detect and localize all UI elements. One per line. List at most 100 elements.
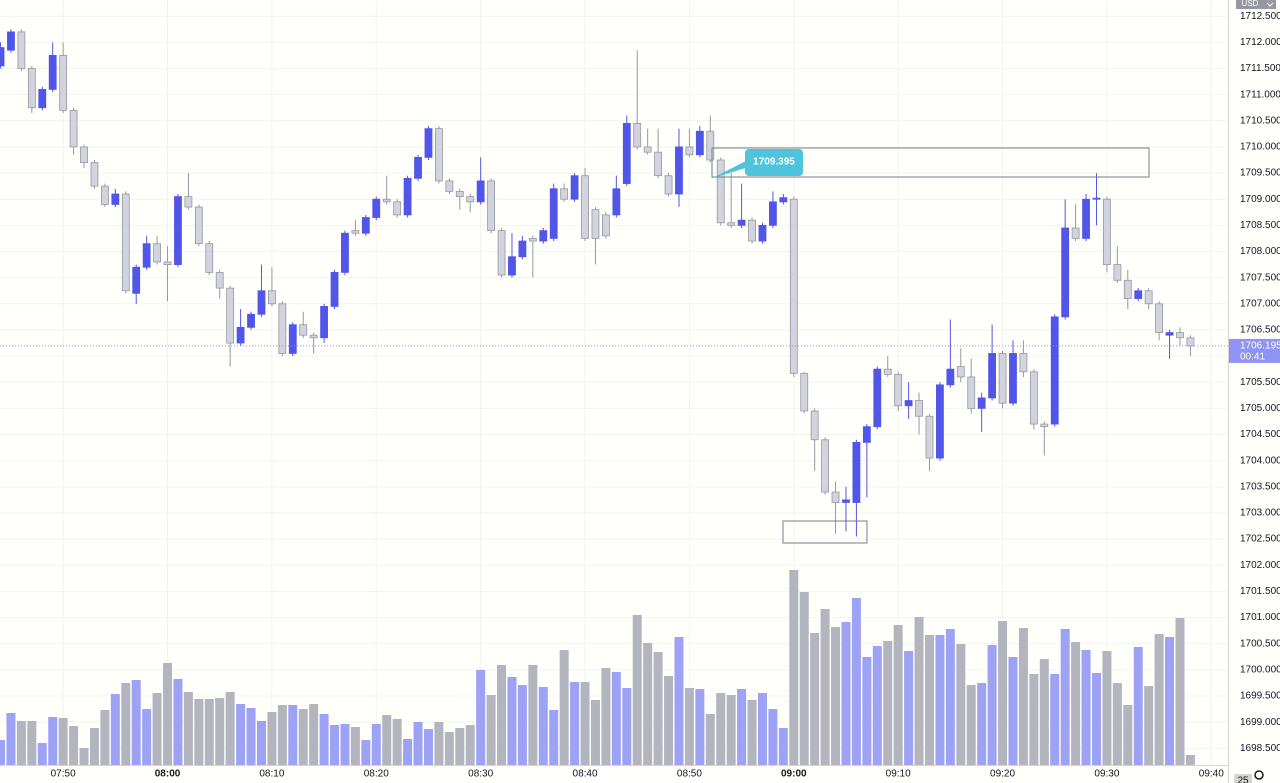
volume-bar xyxy=(1133,647,1143,765)
volume-bar xyxy=(851,598,861,765)
grid xyxy=(0,0,1228,765)
candle-body xyxy=(518,240,527,258)
candle-body xyxy=(758,224,767,242)
candle-body xyxy=(257,290,266,315)
volume-bar xyxy=(465,725,475,765)
candle-body xyxy=(1029,371,1038,425)
currency[interactable]: USD xyxy=(1242,0,1259,8)
price-axis xyxy=(1228,0,1280,783)
candle-body xyxy=(0,47,5,67)
candle-body xyxy=(873,368,882,428)
candle-body xyxy=(121,193,130,292)
y-tick-label: 1711.000 xyxy=(1240,89,1280,100)
candle-body xyxy=(59,55,68,111)
candle-body xyxy=(685,146,694,156)
candle-body xyxy=(403,177,412,216)
volume-bar xyxy=(935,635,945,765)
volume-bar xyxy=(580,682,590,765)
volume-bar xyxy=(1050,674,1060,765)
candles xyxy=(0,29,1195,537)
volume-bar xyxy=(914,617,924,765)
volume-bar xyxy=(966,685,976,765)
candle-body xyxy=(508,256,516,276)
volume-bar xyxy=(757,693,767,765)
range-box[interactable] xyxy=(711,147,1150,178)
y-tick-label: 1700.000 xyxy=(1240,664,1280,675)
x-tick-label: 09:20 xyxy=(990,769,1015,780)
candle-body xyxy=(414,156,422,179)
candle-body xyxy=(1071,227,1080,239)
candle-body xyxy=(560,188,569,200)
y-tick-label: 1709.000 xyxy=(1240,194,1280,205)
currency-badge[interactable] xyxy=(1236,0,1276,9)
volume-bar xyxy=(841,622,851,765)
candle-body xyxy=(612,188,621,216)
volume-bar xyxy=(110,694,120,765)
candle-body xyxy=(90,162,99,187)
callout-pointer xyxy=(711,158,752,179)
candle-body xyxy=(622,123,631,184)
overlay: 1709.395 xyxy=(0,149,1228,347)
volume-bar xyxy=(893,625,903,765)
candle-body xyxy=(936,384,944,459)
candle-body xyxy=(382,198,391,203)
volume-bar xyxy=(1112,683,1122,765)
volume-bar xyxy=(204,699,214,765)
candle-body xyxy=(236,326,245,344)
candle-body xyxy=(956,366,965,378)
volume-bar xyxy=(768,709,778,765)
volume-bar xyxy=(716,693,726,765)
y-tick-label: 1711.500 xyxy=(1240,63,1280,74)
candle-body xyxy=(278,303,287,354)
volume-bar xyxy=(246,708,256,765)
candle-body xyxy=(925,415,934,459)
volume-bar xyxy=(142,709,152,765)
candle-body xyxy=(675,146,683,195)
x-tick-label: 08:50 xyxy=(677,769,702,780)
volume-bar xyxy=(945,629,955,765)
y-tick-label: 1703.000 xyxy=(1240,508,1280,519)
volume-bar xyxy=(69,726,79,765)
candle-body xyxy=(1040,423,1049,428)
candle-body xyxy=(654,151,662,177)
candle-body xyxy=(424,128,433,158)
volume-bar xyxy=(215,698,225,765)
candle-body xyxy=(309,334,318,339)
candle-body xyxy=(1144,290,1153,305)
volume-bar xyxy=(455,728,465,765)
candle-body xyxy=(842,499,850,503)
volume-bar xyxy=(820,609,830,765)
candle-body xyxy=(351,230,360,234)
candle-body xyxy=(341,232,349,273)
volume-bar xyxy=(382,715,392,765)
volume-bar xyxy=(538,687,548,765)
volume-bar xyxy=(1029,674,1039,765)
volume-bar xyxy=(298,709,308,765)
candle-body xyxy=(393,201,402,216)
candle-body xyxy=(1123,279,1132,299)
candle-body xyxy=(299,324,308,336)
settings-icon[interactable] xyxy=(1254,770,1264,780)
candle-body xyxy=(706,130,715,161)
volume-bar xyxy=(267,712,277,765)
candle-body xyxy=(862,426,871,443)
volume-bar xyxy=(163,663,173,765)
candle-body xyxy=(549,188,558,239)
volume-bar xyxy=(27,721,37,765)
volume-bar xyxy=(1154,634,1164,765)
volume-bar xyxy=(590,700,600,765)
countdown: 00:41 xyxy=(1240,352,1265,363)
volume-bar xyxy=(528,665,538,765)
candle-body xyxy=(769,201,777,226)
y-tick-label: 1712.500 xyxy=(1240,11,1280,22)
volume-bar xyxy=(987,645,997,765)
candle-body xyxy=(1176,332,1184,339)
y-tick-label: 1709.500 xyxy=(1240,168,1280,179)
volume-bar xyxy=(872,646,882,765)
range-box[interactable] xyxy=(782,520,868,544)
candle-body xyxy=(1113,264,1122,281)
badge-box xyxy=(1234,774,1252,783)
candle-body xyxy=(988,353,997,399)
volume-bar xyxy=(507,677,517,765)
y-tick-label: 1698.500 xyxy=(1240,743,1280,754)
